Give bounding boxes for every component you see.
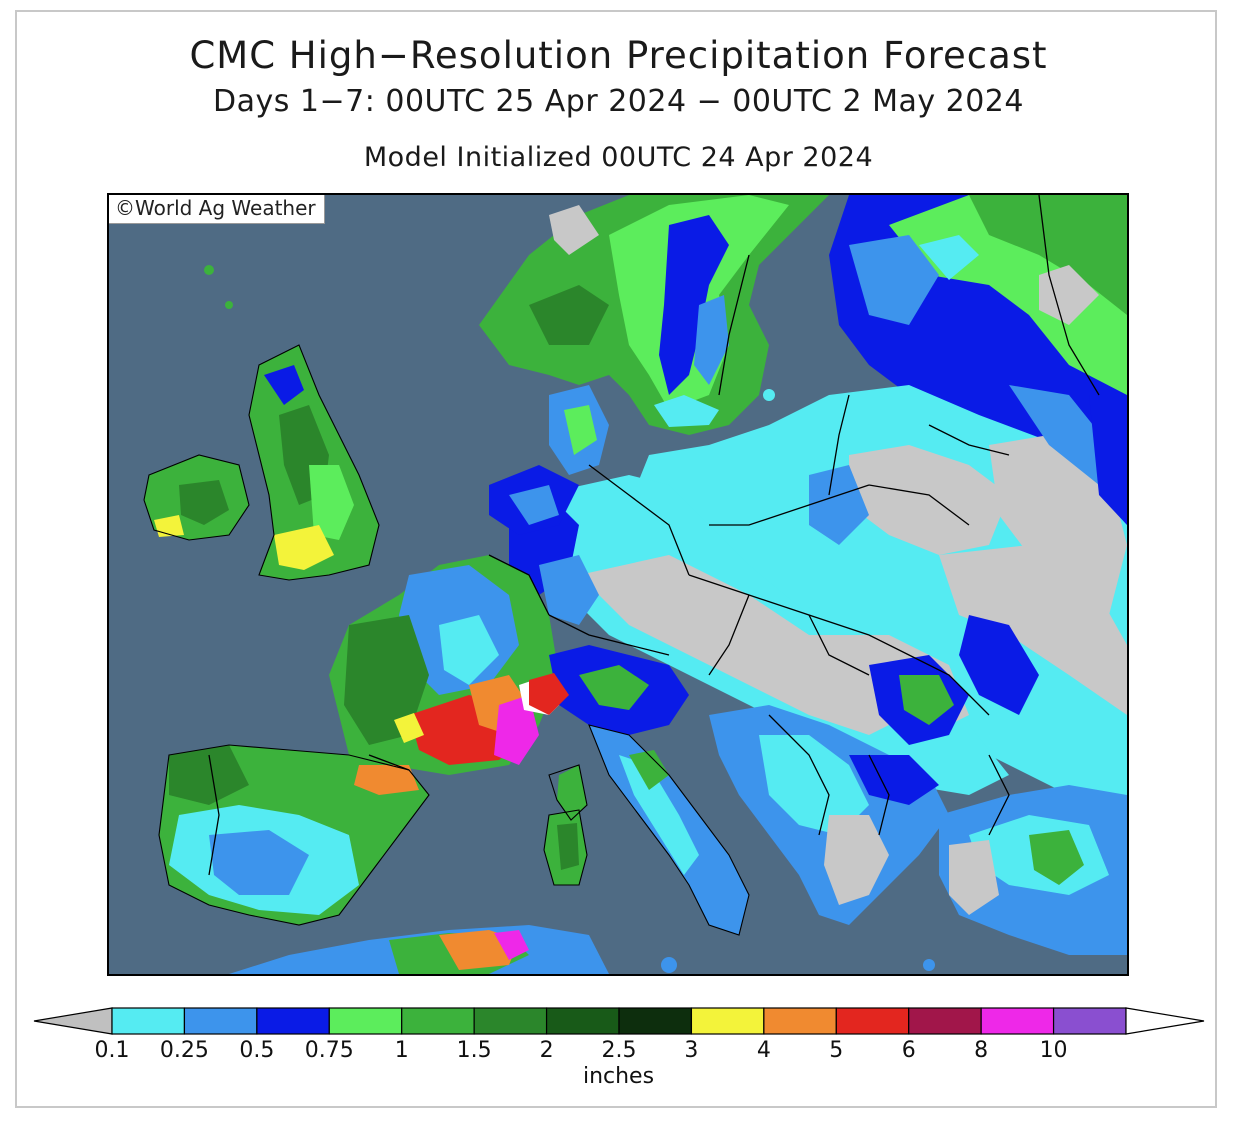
colorbar-swatch (618, 1007, 693, 1035)
colorbar-over-arrow (1125, 1007, 1205, 1035)
colorbar-swatch (1052, 1007, 1127, 1035)
colorbar-tick-label: 0.1 (94, 1038, 130, 1063)
colorbar-tick-label: 2.5 (601, 1038, 637, 1063)
colorbar-swatch (835, 1007, 910, 1035)
colorbar-swatch (256, 1007, 330, 1035)
map-title: CMC High−Resolution Precipitation Foreca… (189, 34, 1048, 77)
land-turkey (939, 785, 1127, 955)
colorbar-units-label: inches (582, 1064, 655, 1089)
colorbar-tick-labels: 0.1 0.25 0.5 0.75 1 1.5 2 2.5 3 4 5 6 8 10 (0, 1038, 1237, 1068)
colorbar-tick-label: 0.5 (239, 1038, 275, 1063)
map-subtitle: Days 1−7: 00UTC 25 Apr 2024 − 00UTC 2 Ma… (213, 84, 1024, 119)
colorbar-tick-label: 6 (901, 1038, 916, 1063)
land-eastern-europe (629, 385, 1127, 815)
map-graphic (143, 195, 1127, 974)
colorbar-tick-label: 3 (684, 1038, 699, 1063)
colorbar-tick-label: 2 (539, 1038, 554, 1063)
land-france (329, 555, 569, 775)
land-scandinavia (479, 195, 829, 435)
colorbar-swatch (401, 1007, 475, 1035)
colorbar-swatch (980, 1007, 1055, 1035)
colorbar-graphic (33, 1007, 1205, 1035)
country-borders (208, 195, 1100, 876)
colorbar-swatch (473, 1007, 548, 1035)
colorbar-tick-label: 0.25 (159, 1038, 209, 1063)
colorbar-tick-label: 4 (756, 1038, 771, 1063)
land-great-britain (249, 345, 379, 580)
land-balkans (709, 705, 949, 925)
colorbar (30, 1004, 1210, 1044)
colorbar-swatch (328, 1007, 403, 1035)
colorbar-tick-label: 8 (974, 1038, 989, 1063)
land-italy (589, 725, 749, 935)
colorbar-tick-label: 1.5 (456, 1038, 492, 1063)
colorbar-swatch (690, 1007, 765, 1035)
land-central-europe (509, 475, 1009, 795)
land-north-africa (229, 925, 609, 974)
model-init-text: Model Initialized 00UTC 24 Apr 2024 (363, 142, 874, 173)
colorbar-swatch (545, 1007, 620, 1035)
land-benelux-denmark (489, 385, 609, 535)
colorbar-swatch (763, 1007, 837, 1035)
colorbar-tick-label: 0.75 (304, 1038, 354, 1063)
coastlines (143, 344, 750, 936)
colorbar-swatch (111, 1007, 186, 1035)
land-alps-north-italy (529, 645, 689, 735)
colorbar-swatch (183, 1007, 258, 1035)
land-small-islands (204, 265, 935, 973)
colorbar-under-arrow (33, 1007, 113, 1035)
colorbar-tick-label: 10 (1039, 1038, 1068, 1063)
land-corsica-sardinia (544, 765, 587, 885)
colorbar-tick-label: 1 (394, 1038, 409, 1063)
map-credit-label: ©World Ag Weather (109, 195, 325, 224)
colorbar-swatch (908, 1007, 982, 1035)
land-iberia (159, 745, 429, 925)
colorbar-tick-label: 5 (829, 1038, 844, 1063)
precipitation-map: ©World Ag Weather (107, 193, 1129, 976)
land-ireland (144, 455, 249, 540)
